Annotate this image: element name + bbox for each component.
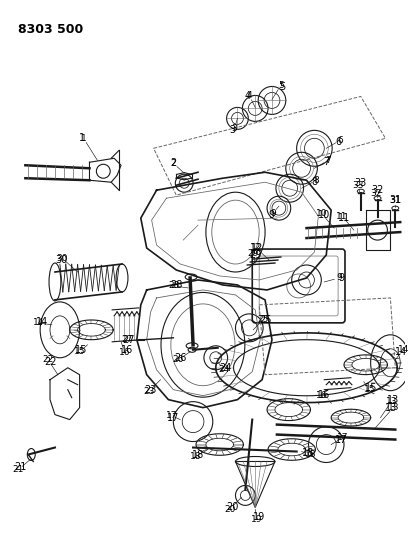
Text: 1: 1	[79, 133, 84, 143]
Text: 13: 13	[385, 397, 396, 406]
Text: 3: 3	[229, 125, 235, 135]
Text: 15: 15	[74, 348, 85, 356]
Text: 10: 10	[315, 208, 326, 217]
Text: 20: 20	[226, 503, 238, 512]
Text: 14: 14	[397, 345, 408, 354]
Text: 18: 18	[301, 448, 314, 457]
Text: 5: 5	[278, 83, 284, 92]
Text: 16: 16	[121, 345, 133, 355]
Text: 8: 8	[313, 176, 319, 185]
Text: 4: 4	[246, 91, 252, 100]
Text: 21: 21	[14, 463, 27, 472]
Text: 22: 22	[42, 356, 54, 364]
Text: 15: 15	[75, 345, 88, 355]
Text: 18: 18	[190, 452, 201, 461]
Text: 18: 18	[304, 450, 315, 459]
Text: 7: 7	[322, 157, 328, 167]
Text: 30: 30	[56, 254, 67, 263]
Text: 8: 8	[310, 177, 317, 187]
Text: 5: 5	[277, 81, 283, 90]
Text: 11: 11	[335, 212, 347, 221]
Text: 32: 32	[369, 189, 380, 198]
Text: 9: 9	[270, 208, 275, 217]
Text: 24: 24	[218, 365, 229, 374]
Text: 9: 9	[335, 273, 341, 282]
Text: 27: 27	[122, 335, 135, 345]
Text: 14: 14	[394, 347, 407, 357]
Text: 15: 15	[364, 383, 377, 393]
Text: 16: 16	[317, 390, 330, 400]
Text: 11: 11	[337, 213, 349, 223]
Text: 22: 22	[44, 357, 56, 367]
Text: 29: 29	[247, 248, 258, 257]
Text: 20: 20	[223, 505, 235, 514]
Text: 19: 19	[251, 515, 262, 524]
Text: 23: 23	[143, 387, 154, 396]
Text: 18: 18	[191, 449, 204, 459]
Text: 7: 7	[325, 156, 330, 165]
Text: 17: 17	[337, 433, 348, 442]
Text: 31: 31	[388, 195, 400, 205]
Text: 8303 500: 8303 500	[18, 22, 83, 36]
Text: 33: 33	[354, 178, 366, 188]
Text: 21: 21	[13, 465, 24, 474]
Ellipse shape	[357, 189, 363, 193]
Text: 10: 10	[317, 210, 330, 220]
Text: 4: 4	[244, 92, 250, 101]
Text: 23: 23	[144, 385, 157, 394]
Text: 17: 17	[167, 413, 179, 423]
Text: 1: 1	[81, 134, 86, 143]
Text: 6: 6	[334, 138, 340, 147]
Text: 27: 27	[121, 335, 133, 344]
Text: 2: 2	[170, 159, 176, 168]
Ellipse shape	[373, 196, 380, 200]
Text: 25: 25	[258, 315, 271, 325]
Text: 24: 24	[219, 363, 231, 373]
Text: 2: 2	[170, 158, 176, 168]
Text: 14: 14	[32, 318, 44, 327]
Text: 28: 28	[168, 281, 180, 290]
Text: 14: 14	[36, 317, 48, 327]
Text: 19: 19	[252, 512, 265, 522]
Text: 30: 30	[56, 255, 68, 265]
Text: 33: 33	[351, 181, 363, 190]
Text: 16: 16	[119, 348, 130, 357]
Text: 17: 17	[165, 411, 177, 420]
Text: 13: 13	[387, 403, 398, 412]
Text: 17: 17	[334, 434, 346, 445]
Text: 26: 26	[172, 356, 184, 364]
Text: 29: 29	[248, 250, 261, 260]
Text: 6: 6	[336, 136, 342, 145]
Text: 13: 13	[386, 394, 398, 405]
Text: 15: 15	[363, 385, 375, 394]
Text: 12: 12	[250, 243, 263, 253]
Text: 31: 31	[389, 196, 400, 205]
Text: 26: 26	[174, 353, 186, 363]
Text: 28: 28	[170, 280, 182, 290]
Ellipse shape	[391, 206, 398, 210]
Text: 25: 25	[257, 316, 268, 325]
Text: 12: 12	[249, 243, 260, 252]
Text: 13: 13	[384, 402, 396, 413]
Text: 16: 16	[315, 391, 326, 400]
Text: 3: 3	[231, 124, 237, 133]
Text: 9: 9	[337, 273, 343, 283]
Text: 9: 9	[267, 210, 273, 220]
Text: 32: 32	[371, 185, 383, 195]
